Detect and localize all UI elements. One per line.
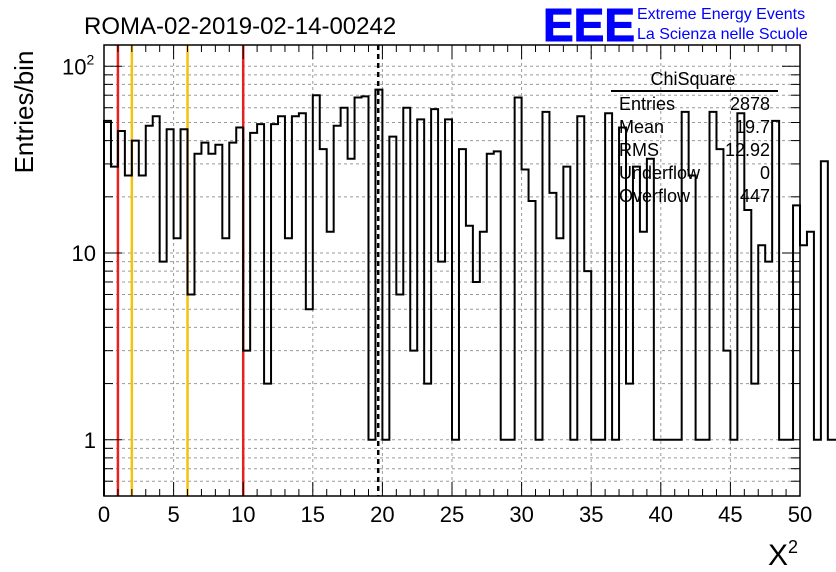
stats-row-value: 12.92: [725, 140, 770, 160]
x-tick-label: 35: [579, 502, 603, 527]
y-tick-label: 102: [62, 51, 94, 79]
stats-row-value: 0: [760, 163, 770, 183]
y-tick-label: 1: [84, 428, 96, 453]
x-tick-label: 0: [98, 502, 110, 527]
run-title: ROMA-02-2019-02-14-00242: [84, 13, 396, 40]
eee-logo-line1: Extreme Energy Events: [637, 6, 805, 23]
stats-row-label: Overflow: [619, 186, 691, 206]
x-tick-label: 45: [718, 502, 742, 527]
stats-row-value: 2878: [730, 94, 770, 114]
x-tick-label: 30: [509, 502, 533, 527]
x-tick-label: 20: [370, 502, 394, 527]
stats-row-label: RMS: [619, 140, 659, 160]
stats-row-label: Underflow: [619, 163, 701, 183]
x-tick-label: 15: [301, 502, 325, 527]
x-tick-label: 5: [167, 502, 179, 527]
tick-labels: 0 5 10 15 20 25 30 35 40 45 50 1 10 102: [62, 51, 812, 527]
x-tick-label: 50: [788, 502, 812, 527]
stats-row-label: Entries: [619, 94, 675, 114]
y-tick-label: 10: [72, 241, 96, 266]
stats-row-value: 447: [740, 186, 770, 206]
x-tick-label: 40: [649, 502, 673, 527]
x-axis-label: X2: [768, 537, 798, 572]
reference-lines: [116, 45, 380, 496]
axes: [103, 44, 801, 497]
histogram-outline: [103, 88, 836, 496]
y-axis-label: Entries/bin: [9, 51, 39, 174]
x-tick-label: 10: [231, 502, 255, 527]
eee-logo: EEE Extreme Energy Events La Scienza nel…: [543, 0, 808, 52]
histogram: [103, 88, 836, 496]
x-tick-label: 25: [440, 502, 464, 527]
stats-row-label: Mean: [619, 117, 664, 137]
eee-logo-letters: EEE: [543, 0, 635, 51]
eee-logo-line2: La Scienza nelle Scuole: [637, 26, 808, 43]
stats-title: ChiSquare: [650, 69, 735, 89]
stats-row-value: 19.7: [735, 117, 770, 137]
stats-box: ChiSquare Entries 2878 Mean 19.7 RMS 12.92 Und…: [611, 69, 778, 206]
